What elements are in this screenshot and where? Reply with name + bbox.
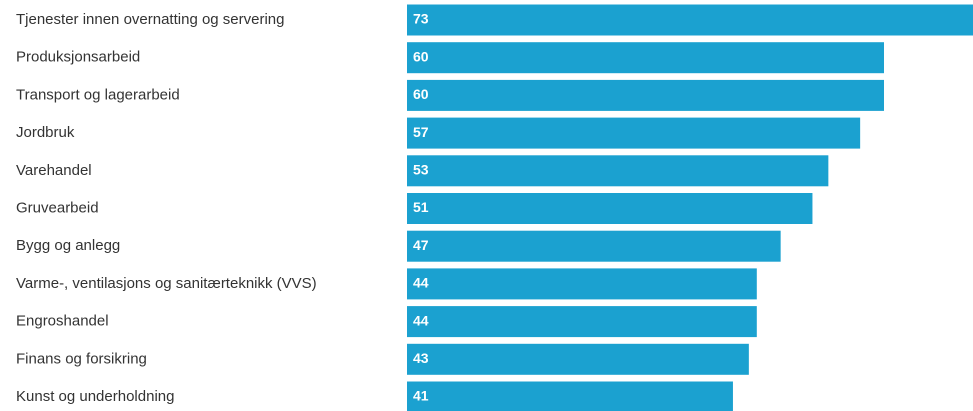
value-label: 41: [413, 388, 429, 404]
bar: [407, 42, 884, 74]
value-label: 44: [413, 275, 429, 291]
value-label: 53: [413, 162, 429, 178]
category-label: Engroshandel: [16, 313, 109, 330]
category-label: Transport og lagerarbeid: [16, 86, 180, 103]
value-label: 43: [413, 350, 429, 366]
category-label: Tjenester innen overnatting og servering: [16, 11, 285, 28]
value-label: 44: [413, 312, 429, 328]
bar: [407, 79, 884, 111]
bar: [407, 306, 757, 338]
category-label: Varme-, ventilasjons og sanitærteknikk (…: [16, 275, 317, 292]
category-label: Jordbruk: [16, 124, 75, 141]
category-label: Kunst og underholdning: [16, 388, 174, 405]
value-label: 51: [413, 199, 429, 215]
value-label: 73: [413, 11, 429, 27]
category-label: Varehandel: [16, 162, 92, 179]
bar: [407, 155, 829, 187]
value-label: 60: [413, 48, 429, 64]
category-label: Gruvearbeid: [16, 199, 99, 216]
value-label: 60: [413, 86, 429, 102]
value-label: 57: [413, 124, 429, 140]
category-label: Bygg og anlegg: [16, 237, 120, 254]
bar: [407, 193, 813, 224]
bar: [407, 230, 781, 262]
bar: [407, 268, 757, 300]
category-label: Produksjonsarbeid: [16, 49, 140, 66]
bar: [407, 4, 973, 36]
bar: [407, 343, 749, 375]
category-label: Finans og forsikring: [16, 350, 147, 367]
bar: [407, 117, 861, 149]
bar: [407, 381, 733, 411]
value-label: 47: [413, 237, 429, 253]
